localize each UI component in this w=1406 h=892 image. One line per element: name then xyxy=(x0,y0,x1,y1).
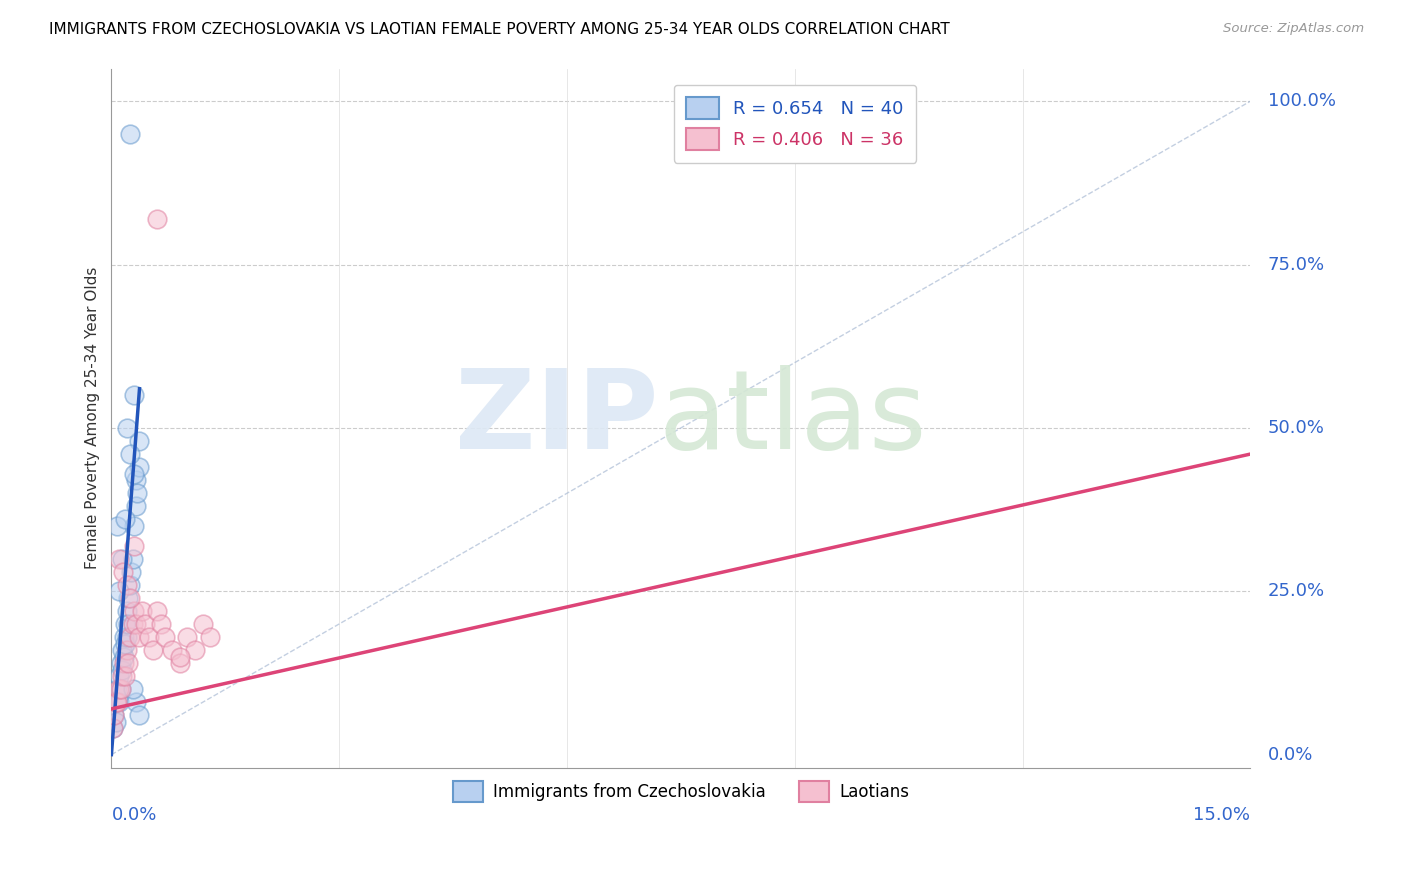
Point xyxy=(117,616,139,631)
Point xyxy=(122,604,145,618)
Point xyxy=(149,616,172,631)
Point xyxy=(160,643,183,657)
Text: 0.0%: 0.0% xyxy=(1267,746,1313,764)
Text: 25.0%: 25.0% xyxy=(1267,582,1324,600)
Point xyxy=(198,630,221,644)
Point xyxy=(115,421,138,435)
Point xyxy=(107,695,129,709)
Point xyxy=(120,630,142,644)
Point xyxy=(112,630,135,644)
Point xyxy=(115,604,138,618)
Text: 75.0%: 75.0% xyxy=(1267,255,1324,274)
Text: IMMIGRANTS FROM CZECHOSLOVAKIA VS LAOTIAN FEMALE POVERTY AMONG 25-34 YEAR OLDS C: IMMIGRANTS FROM CZECHOSLOVAKIA VS LAOTIA… xyxy=(49,22,950,37)
Point xyxy=(122,519,145,533)
Point xyxy=(111,565,134,579)
Text: 100.0%: 100.0% xyxy=(1267,92,1336,111)
Point xyxy=(127,486,149,500)
Point xyxy=(117,591,139,605)
Point xyxy=(120,447,142,461)
Point xyxy=(120,565,142,579)
Point xyxy=(108,695,131,709)
Text: Source: ZipAtlas.com: Source: ZipAtlas.com xyxy=(1223,22,1364,36)
Y-axis label: Female Poverty Among 25-34 Year Olds: Female Poverty Among 25-34 Year Olds xyxy=(86,267,100,569)
Point xyxy=(107,519,129,533)
Point xyxy=(128,630,150,644)
Point xyxy=(115,643,138,657)
Point xyxy=(122,388,145,402)
Point xyxy=(112,649,135,664)
Point xyxy=(176,630,198,644)
Text: 15.0%: 15.0% xyxy=(1194,806,1250,824)
Point xyxy=(117,656,139,670)
Point xyxy=(120,578,142,592)
Point xyxy=(103,708,125,723)
Point xyxy=(131,604,153,618)
Text: 0.0%: 0.0% xyxy=(111,806,157,824)
Point xyxy=(169,656,191,670)
Point xyxy=(107,682,129,697)
Point xyxy=(134,616,156,631)
Point xyxy=(110,682,132,697)
Point xyxy=(184,643,207,657)
Point xyxy=(114,669,136,683)
Text: atlas: atlas xyxy=(658,365,927,472)
Point xyxy=(125,695,148,709)
Legend: Immigrants from Czechoslovakia, Laotians: Immigrants from Czechoslovakia, Laotians xyxy=(446,774,915,808)
Point xyxy=(128,434,150,448)
Point xyxy=(104,695,127,709)
Point xyxy=(111,551,134,566)
Point xyxy=(110,656,132,670)
Point xyxy=(114,512,136,526)
Point xyxy=(128,460,150,475)
Point xyxy=(104,695,127,709)
Point xyxy=(111,643,134,657)
Point xyxy=(125,500,148,514)
Point xyxy=(191,616,214,631)
Point xyxy=(108,682,131,697)
Point xyxy=(110,682,132,697)
Point xyxy=(114,616,136,631)
Point xyxy=(108,669,131,683)
Point xyxy=(104,714,127,729)
Point xyxy=(103,708,125,723)
Point xyxy=(125,473,148,487)
Point xyxy=(122,467,145,481)
Point xyxy=(111,663,134,677)
Point xyxy=(101,722,124,736)
Point xyxy=(112,656,135,670)
Point xyxy=(169,649,191,664)
Point xyxy=(146,211,169,226)
Point xyxy=(115,630,138,644)
Point xyxy=(121,616,143,631)
Point xyxy=(138,630,160,644)
Point xyxy=(120,127,142,141)
Point xyxy=(128,708,150,723)
Point xyxy=(146,604,169,618)
Point xyxy=(114,636,136,650)
Point xyxy=(121,551,143,566)
Text: ZIP: ZIP xyxy=(454,365,658,472)
Point xyxy=(108,551,131,566)
Point xyxy=(122,539,145,553)
Point xyxy=(101,722,124,736)
Point xyxy=(111,669,134,683)
Point xyxy=(142,643,165,657)
Text: 50.0%: 50.0% xyxy=(1267,419,1324,437)
Point xyxy=(120,591,142,605)
Point xyxy=(121,682,143,697)
Point xyxy=(108,584,131,599)
Point xyxy=(153,630,176,644)
Point xyxy=(125,616,148,631)
Point xyxy=(115,578,138,592)
